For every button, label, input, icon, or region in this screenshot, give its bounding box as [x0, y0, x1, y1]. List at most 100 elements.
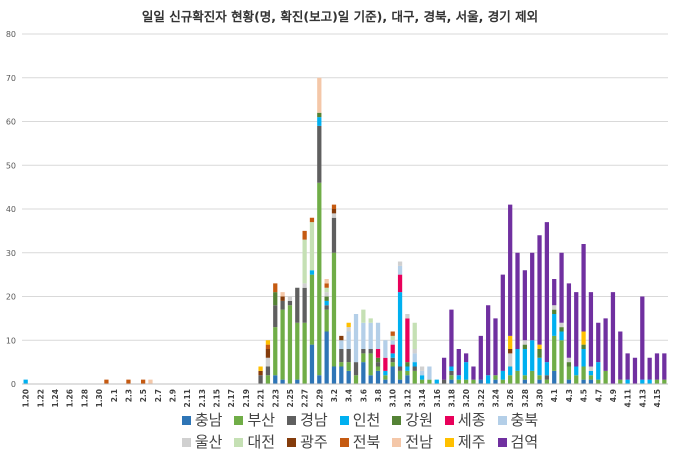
- bar-segment: [287, 296, 293, 301]
- y-tick-label: 60: [6, 118, 16, 127]
- x-tick-label: 2.13: [198, 389, 207, 408]
- legend-item: 경남: [287, 409, 328, 431]
- bar-segment: [375, 362, 381, 367]
- bar-segment: [383, 379, 388, 384]
- x-tick-label: 4.11: [624, 389, 633, 408]
- x-tick-label: 3.14: [418, 389, 427, 408]
- x-tick-label: 2.27: [301, 389, 310, 408]
- bar-segment: [419, 366, 425, 371]
- bar-segment: [346, 327, 351, 332]
- bar-segment: [581, 244, 586, 332]
- legend-swatch: [392, 437, 402, 447]
- bar-segment: [265, 340, 271, 345]
- bar-segment: [273, 283, 278, 293]
- bar-segment: [456, 349, 461, 376]
- bar-segment: [287, 300, 293, 306]
- bar-segment: [544, 362, 550, 376]
- x-tick-label: 2.3: [124, 389, 133, 402]
- bar-segment: [544, 375, 550, 380]
- x-tick-label: 2.19: [242, 389, 251, 408]
- legend-swatch: [287, 437, 297, 447]
- bar-segment: [412, 370, 417, 384]
- bar-segment: [258, 366, 263, 371]
- x-tick-label: 3.8: [374, 389, 383, 402]
- bar-segment: [544, 222, 550, 363]
- x-tick-label: 2.7: [154, 389, 163, 402]
- bar-segment: [588, 370, 594, 376]
- bar-segment: [449, 375, 454, 380]
- y-tick-label: 30: [6, 249, 16, 258]
- legend-label: 울산: [194, 433, 223, 451]
- bar-segment: [339, 362, 344, 367]
- legend-item: 부산: [234, 409, 275, 431]
- bar-segment: [522, 344, 527, 349]
- y-tick-label: 40: [6, 205, 16, 214]
- bar-segment: [361, 322, 366, 349]
- bar-segment: [419, 375, 425, 380]
- legend-label: 강원: [405, 411, 433, 429]
- bar-segment: [273, 327, 278, 376]
- bar-segment: [324, 309, 329, 332]
- x-tick-label: 4.7: [594, 389, 603, 402]
- x-tick-label: 2.1: [110, 389, 119, 402]
- legend-swatch: [392, 415, 402, 425]
- bar-segment: [397, 370, 403, 380]
- x-tick-label: 4.15: [653, 389, 662, 408]
- bar-segment: [449, 370, 454, 376]
- x-tick-label: 2.23: [271, 389, 280, 408]
- legend-label: 대전: [247, 433, 276, 451]
- legend-item: 강원: [392, 409, 433, 431]
- bar-segment: [537, 357, 542, 376]
- bar-segment: [412, 362, 417, 367]
- bar-segment: [515, 252, 520, 349]
- bar-segment: [647, 357, 652, 380]
- bar-segment: [295, 287, 300, 323]
- bar-segment: [397, 261, 403, 266]
- legend-item: 충남: [181, 409, 222, 431]
- x-tick-label: 2.25: [286, 389, 295, 408]
- bar-segment: [552, 305, 557, 310]
- bar-segment: [581, 344, 586, 349]
- legend-swatch: [339, 415, 349, 425]
- bar-segment: [324, 331, 329, 384]
- bar-segment: [302, 239, 307, 284]
- bar-segment: [405, 366, 410, 371]
- bar-segment: [588, 379, 594, 384]
- x-tick-label: 2.5: [139, 389, 148, 402]
- bar-segment: [581, 349, 586, 367]
- bar-segment: [140, 379, 146, 384]
- x-tick-label: 3.4: [345, 389, 354, 402]
- bar-segment: [449, 309, 454, 367]
- y-tick-label: 20: [6, 293, 16, 302]
- bar-segment: [596, 362, 601, 380]
- bar-segment: [647, 379, 652, 384]
- bar-segment: [456, 379, 461, 384]
- bar-segment: [309, 344, 315, 384]
- bar-segment: [610, 292, 616, 384]
- bar-segment: [361, 349, 366, 354]
- x-tick-label: 1.24: [51, 389, 60, 408]
- legend-swatch: [497, 415, 507, 425]
- bar-segment: [353, 375, 359, 384]
- legend: 충남 부산 경남 인천 강원 세종 충북 울산 대전 광주 전북 전남 제주 검역: [150, 409, 570, 453]
- legend-item: 전북: [339, 431, 380, 453]
- x-tick-label: 1.22: [36, 389, 45, 408]
- y-tick-label: 0: [11, 380, 16, 389]
- bar-segment: [317, 125, 322, 183]
- bar-segment: [427, 366, 432, 380]
- legend-label: 충북: [510, 411, 539, 429]
- bar-segment: [126, 379, 131, 384]
- bar-segment: [368, 375, 373, 384]
- bar-segment: [574, 375, 579, 384]
- bar-segment: [317, 375, 322, 384]
- x-tick-label: 4.9: [609, 389, 618, 402]
- bar-segment: [273, 375, 278, 384]
- bar-segment: [258, 375, 263, 384]
- x-tick-label: 3.22: [477, 389, 486, 408]
- legend-swatch: [444, 415, 454, 425]
- bar-segment: [339, 335, 344, 341]
- bar-segment: [302, 287, 307, 323]
- bar-segment: [375, 370, 381, 384]
- bar-segment: [405, 314, 410, 319]
